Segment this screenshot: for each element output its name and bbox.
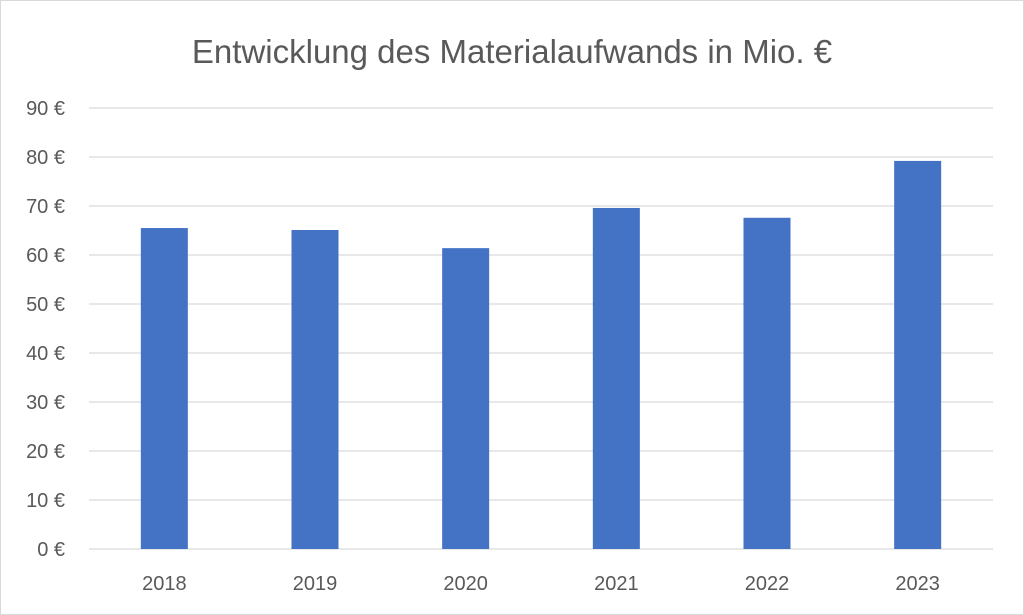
y-tick-label: 60 € (26, 245, 65, 267)
x-tick-label: 2018 (142, 573, 187, 595)
y-tick-label: 10 € (26, 490, 65, 512)
bars (140, 160, 942, 550)
y-tick-label: 0 € (37, 539, 65, 561)
gridlines (89, 107, 993, 550)
y-tick-label: 40 € (26, 343, 65, 365)
x-axis-tick-labels: 2018 2019 2020 2021 2022 2023 (142, 573, 940, 595)
y-tick-label: 30 € (26, 392, 65, 414)
bar-2022 (743, 217, 791, 549)
y-tick-label: 50 € (26, 294, 65, 316)
x-tick-label: 2021 (594, 573, 639, 595)
x-tick-label: 2020 (443, 573, 488, 595)
bar-2019 (291, 230, 339, 549)
chart-title: Entwicklung des Materialaufwands in Mio.… (192, 33, 832, 70)
x-tick-label: 2019 (293, 573, 338, 595)
y-tick-label: 80 € (26, 147, 65, 169)
y-tick-label: 20 € (26, 441, 65, 463)
y-tick-label: 70 € (26, 196, 65, 218)
y-axis-tick-labels: 0 € 10 € 20 € 30 € 40 € 50 € 60 € 70 € 80 € 90 € (26, 98, 65, 561)
bar-2023 (894, 160, 942, 550)
bar-2021 (592, 207, 640, 549)
x-tick-label: 2023 (895, 573, 940, 595)
y-tick-label: 90 € (26, 98, 65, 120)
bar-2020 (442, 248, 490, 549)
bar-2018 (140, 228, 188, 550)
x-tick-label: 2022 (745, 573, 790, 595)
